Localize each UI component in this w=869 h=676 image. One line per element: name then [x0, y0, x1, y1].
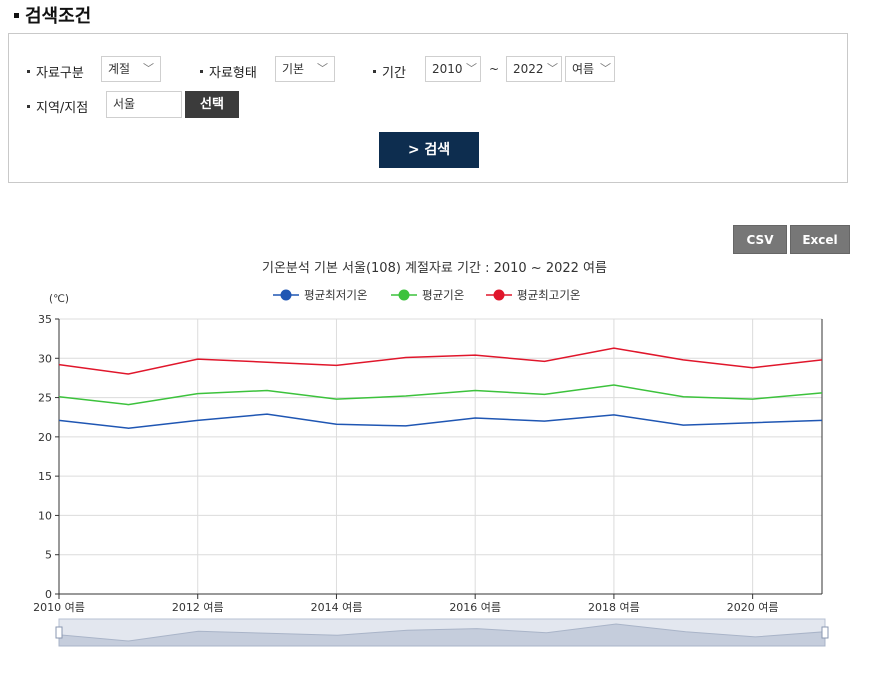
x-tick-label: 2020 여름: [727, 601, 779, 614]
region-input[interactable]: 서울: [106, 91, 182, 118]
chevron-down-icon: ﹀: [547, 62, 558, 75]
bullet-icon: [27, 105, 30, 108]
temperature-line-chart: 평균최저기온 평균기온 평균최고기온 (℃) 0 5 10 15 20 25 30 35 2010 여름…: [33, 288, 829, 647]
y-tick-label: 20: [38, 431, 52, 444]
search-button[interactable]: > 검색: [379, 132, 479, 168]
legend-item[interactable]: 평균최고기온: [486, 288, 580, 302]
region-label: 지역/지점: [27, 97, 88, 116]
end-year-value: 2022: [513, 62, 544, 76]
region-select-button[interactable]: 선택: [185, 91, 239, 118]
data-type-select[interactable]: 계절 ﹀: [101, 56, 161, 82]
data-type-label: 자료구분: [27, 62, 84, 81]
period-label: 기간: [373, 62, 406, 81]
period-label-text: 기간: [382, 66, 406, 81]
y-tick-label: 5: [45, 549, 52, 562]
range-separator: ~: [489, 62, 500, 76]
series-line: [58, 413, 823, 429]
legend-label: 평균최고기온: [517, 288, 580, 302]
y-tick-label: 15: [38, 470, 52, 483]
x-tick-label: 2014 여름: [311, 601, 363, 614]
x-tick-label: 2012 여름: [172, 601, 224, 614]
csv-button[interactable]: CSV: [733, 225, 787, 254]
x-tick-label: 2018 여름: [588, 601, 640, 614]
chart-title: 기온분석 기본 서울(108) 계절자료 기간 : 2010 ~ 2022 여름: [262, 261, 607, 276]
y-tick-label: 30: [38, 352, 52, 365]
legend-marker: [493, 289, 505, 301]
legend-item[interactable]: 평균최저기온: [273, 288, 367, 302]
legend-marker: [280, 289, 292, 301]
data-form-select[interactable]: 기본 ﹀: [275, 56, 335, 82]
zoom-handle-left[interactable]: [55, 626, 63, 639]
series-line: [58, 347, 823, 375]
series-line: [58, 384, 823, 406]
y-tick-label: 35: [38, 313, 52, 326]
data-form-label: 자료형태: [200, 62, 257, 81]
bullet-icon: [200, 70, 203, 73]
chevron-down-icon: ﹀: [600, 62, 611, 75]
y-tick-label: 0: [45, 588, 52, 601]
legend-label: 평균기온: [422, 288, 464, 302]
data-type-value: 계절: [108, 62, 131, 76]
page-title: 검색조건: [14, 2, 91, 28]
legend-label: 평균최저기온: [304, 288, 367, 302]
start-year-value: 2010: [432, 62, 463, 76]
chevron-down-icon: ﹀: [143, 62, 154, 75]
end-year-select[interactable]: 2022 ﹀: [506, 56, 562, 82]
legend-item[interactable]: 평균기온: [391, 288, 464, 302]
data-form-value: 기본: [282, 62, 305, 76]
excel-button[interactable]: Excel: [790, 225, 850, 254]
start-year-select[interactable]: 2010 ﹀: [425, 56, 481, 82]
page-title-text: 검색조건: [25, 6, 92, 27]
season-value: 여름: [572, 62, 595, 76]
y-tick-label: 25: [38, 392, 52, 405]
search-conditions-panel: 자료구분 계절 ﹀ 자료형태 기본 ﹀ 기간 2010 ﹀ ~ 2022 ﹀ 여름 ﹀ 지…: [8, 33, 848, 183]
bullet-icon: [27, 70, 30, 73]
chevron-down-icon: ﹀: [317, 62, 328, 75]
zoom-slider-preview: [58, 623, 826, 647]
zoom-handle-right[interactable]: [821, 626, 829, 639]
region-label-text: 지역/지점: [36, 101, 89, 116]
legend-marker: [398, 289, 410, 301]
x-tick-label: 2010 여름: [33, 601, 85, 614]
data-form-label-text: 자료형태: [209, 66, 257, 81]
y-axis-unit-label: (℃): [49, 293, 69, 305]
x-tick-label: 2016 여름: [449, 601, 501, 614]
data-type-label-text: 자료구분: [36, 66, 84, 81]
chevron-down-icon: ﹀: [466, 62, 477, 75]
season-select[interactable]: 여름 ﹀: [565, 56, 615, 82]
bullet-icon: [373, 70, 376, 73]
y-tick-label: 10: [38, 509, 52, 522]
bullet-square-icon: [14, 12, 19, 18]
